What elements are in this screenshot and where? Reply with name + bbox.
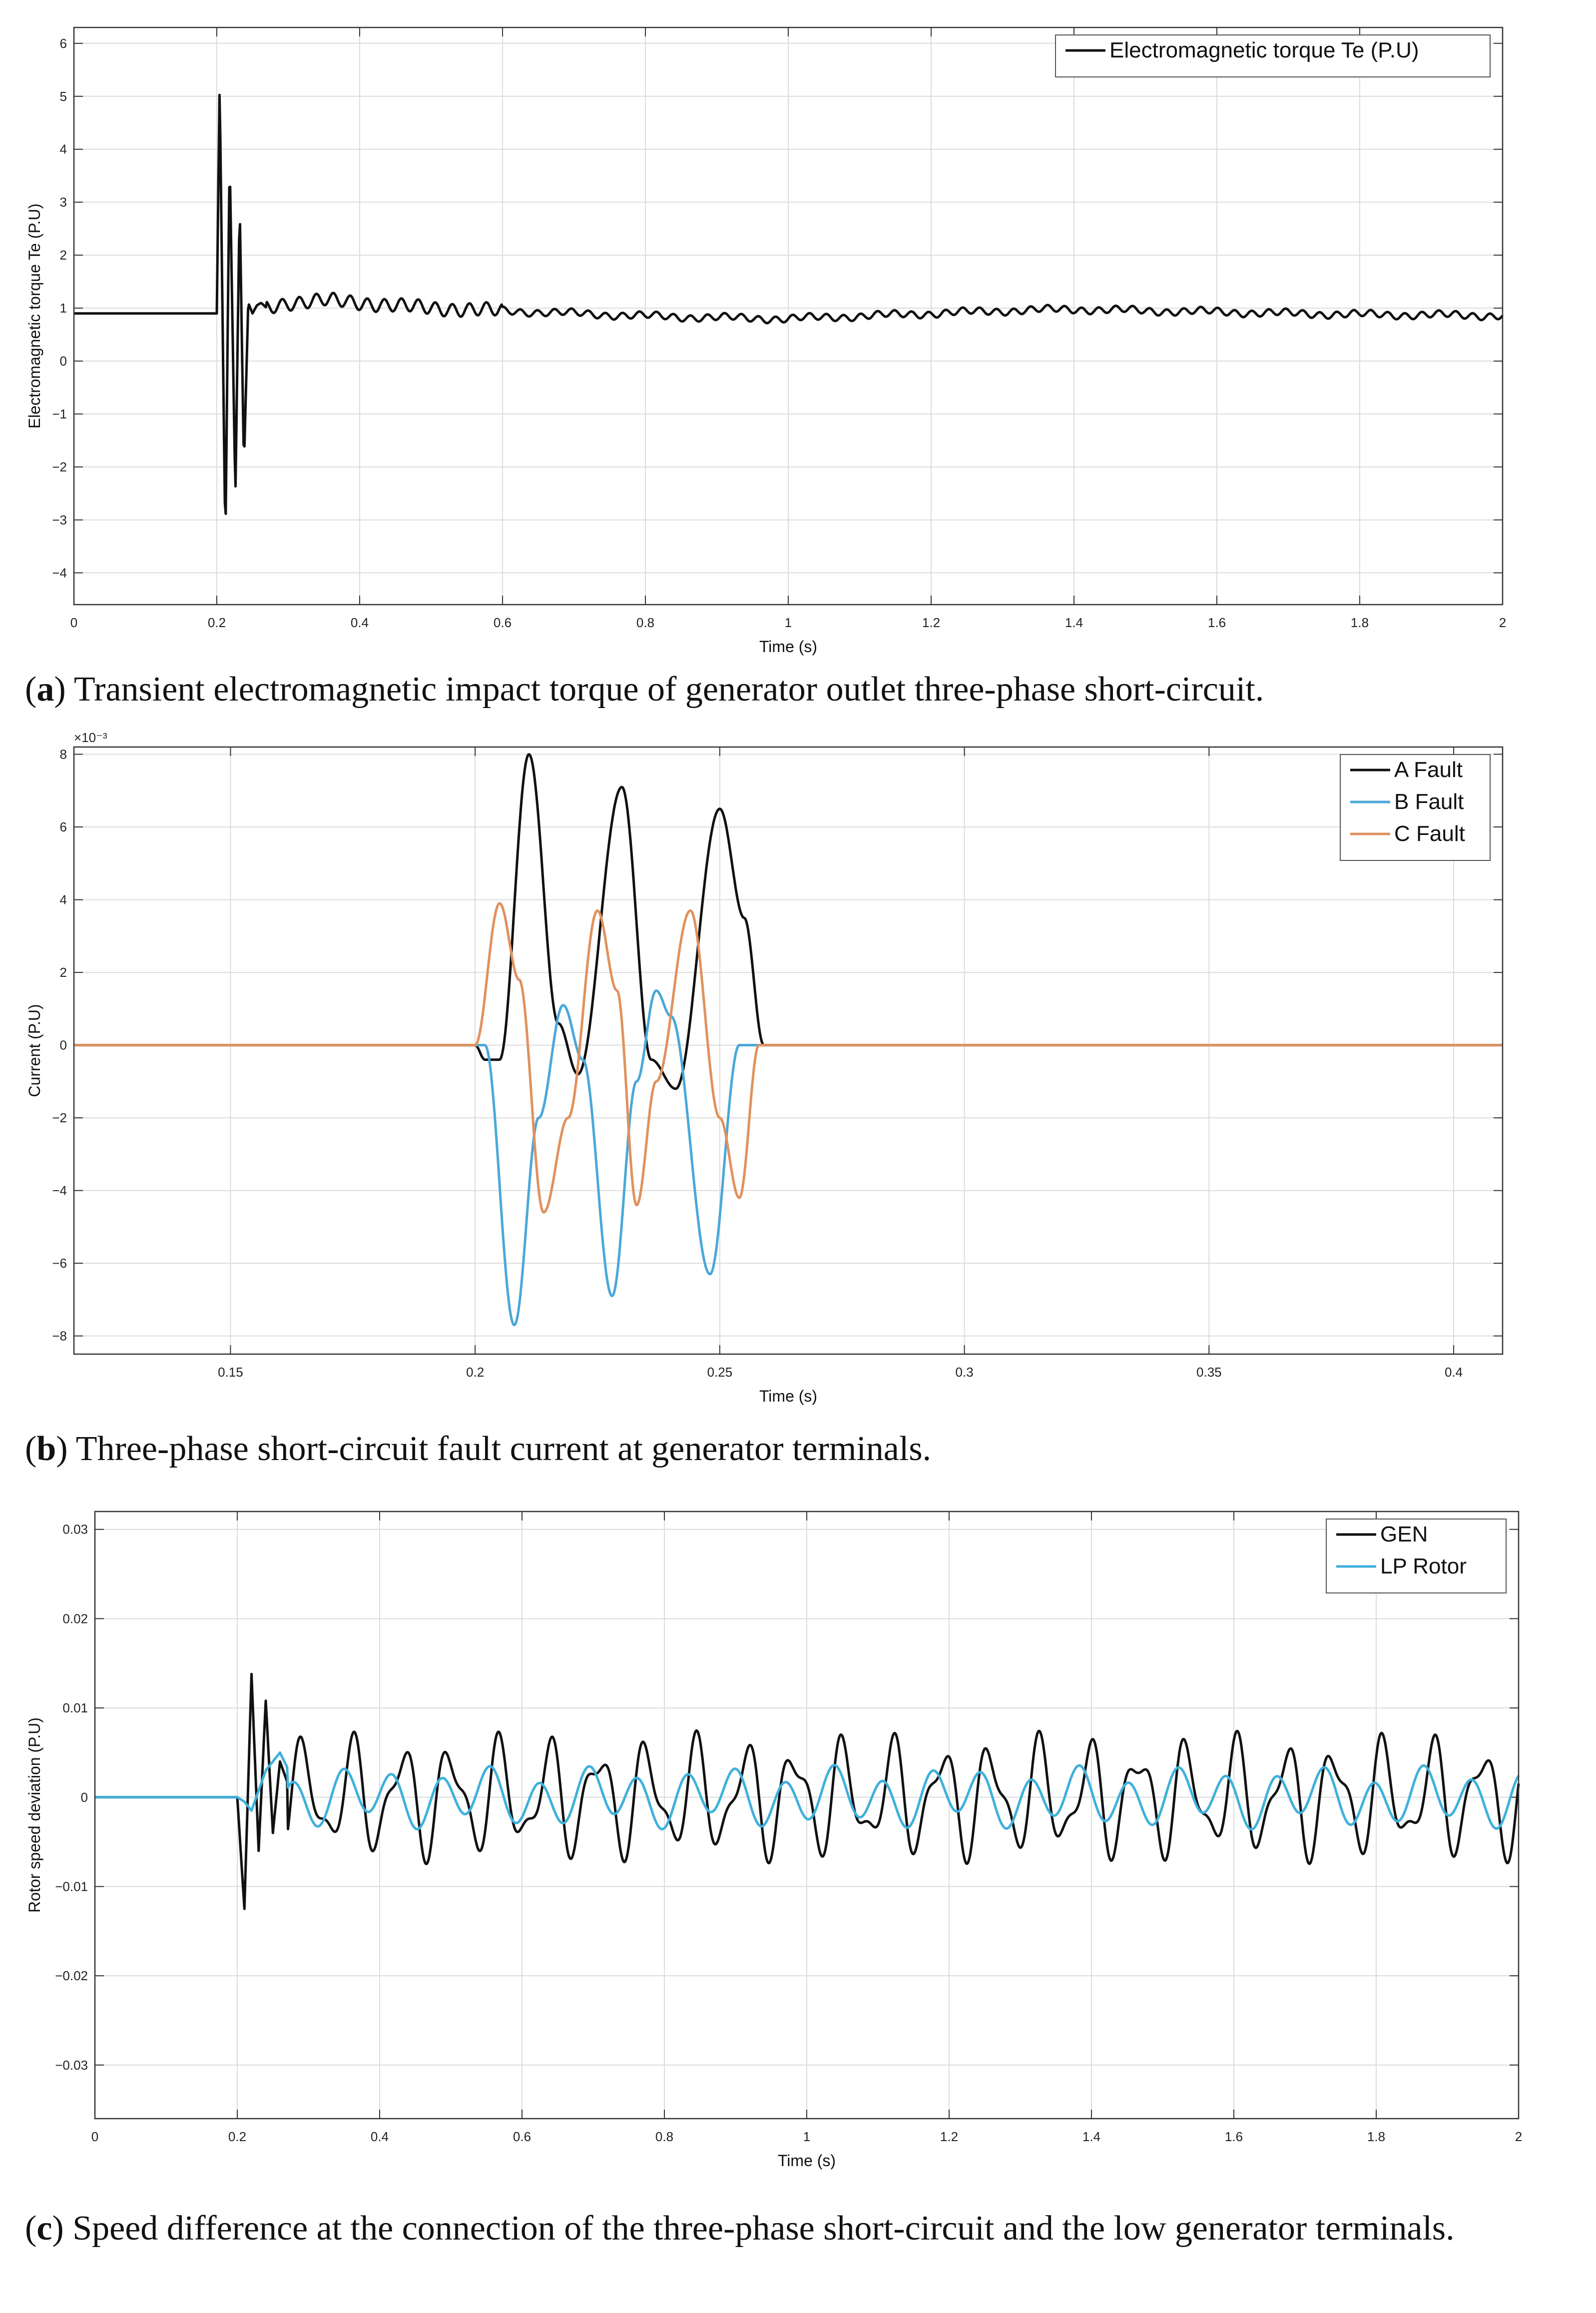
plot-area [74, 747, 1503, 1354]
y-tick-label: 5 [60, 89, 67, 104]
legend: Electromagnetic torque Te (P.U) [1055, 34, 1491, 77]
panel-c: 0 0.2 0.4 0.6 0.8 1 1.2 1.4 1.6 1.8 2 −0.03 −0.02 −0.… [0, 1484, 1596, 2313]
x-tick-label: 1.2 [940, 2129, 958, 2144]
caption-b: (b) Three-phase short-circuit fault curr… [25, 1430, 932, 1468]
legend-label: LP Rotor [1380, 1554, 1467, 1578]
x-tick-label: 0.2 [208, 615, 226, 630]
x-axis-label: Time (s) [778, 2152, 836, 2170]
y-tick-label: −2 [52, 1110, 67, 1125]
y-tick-label: −4 [52, 565, 67, 580]
x-tick-label: 1.4 [1082, 2129, 1100, 2144]
x-tick-label: 0.6 [494, 615, 512, 630]
y-tick-label: 0.02 [62, 1611, 88, 1626]
legend-box [1326, 1519, 1507, 1593]
y-tick-label: −1 [52, 407, 67, 422]
x-tick-label: 1 [803, 2129, 810, 2144]
caption-b-text: Three-phase short-circuit fault current … [67, 1430, 932, 1468]
y-tick-label: −2 [52, 459, 67, 474]
grid [94, 1512, 1519, 2119]
y-tick-label: 6 [60, 819, 67, 834]
panel-b: 0.15 0.2 0.25 0.3 0.35 0.4 −8 −6 −4 −2 0 2 4 6 8 Time (… [0, 720, 1596, 1489]
chart-a: 0 0.2 0.4 0.6 0.8 1 1.2 1.4 1.6 1.8 2 −4 −3 −2 −1 0 1 2 3 4… [25, 26, 1506, 656]
legend-label: C Fault [1394, 821, 1465, 846]
y-tick-label: 2 [60, 965, 67, 980]
y-tick-label: −8 [52, 1329, 67, 1344]
caption-a: (a) Transient electromagnetic impact tor… [25, 670, 1264, 709]
y-tick-label: 3 [60, 195, 67, 210]
legend-box [1340, 754, 1491, 861]
ticks: 0 0.2 0.4 0.6 0.8 1 1.2 1.4 1.6 1.8 2 −4 −3 −2 −1 0 1 2 3 4… [52, 27, 1506, 630]
x-axis-label: Time (s) [759, 1387, 817, 1405]
y-tick-label: 4 [60, 142, 67, 157]
x-tick-label: 0.4 [351, 615, 369, 630]
x-tick-label: 0.25 [707, 1365, 733, 1380]
x-tick-label: 0.4 [371, 2129, 389, 2144]
legend-box [1055, 34, 1491, 77]
exponent-label: ×10⁻³ [74, 730, 107, 745]
legend-label: B Fault [1394, 789, 1464, 814]
y-tick-label: −0.02 [55, 1968, 88, 1983]
panel-a: 0 0.2 0.4 0.6 0.8 1 1.2 1.4 1.6 1.8 2 −4 −3 −2 −1 0 1 2 3 4… [0, 0, 1596, 730]
y-tick-label: 0.03 [62, 1522, 88, 1537]
caption-c-text: Speed difference at the connection of th… [63, 2209, 1455, 2248]
x-tick-label: 1.8 [1351, 615, 1369, 630]
plot-frame [94, 1511, 1520, 2120]
x-tick-label: 1.2 [922, 615, 940, 630]
legend: GEN LP Rotor [1326, 1519, 1507, 1593]
y-tick-label: 8 [60, 747, 67, 762]
x-tick-label: 0 [70, 615, 77, 630]
y-tick-label: 0 [81, 1790, 88, 1805]
x-tick-label: 1.8 [1367, 2129, 1385, 2144]
y-axis-label: Rotor speed deviation (P.U) [25, 1717, 43, 1913]
y-tick-label: 0.01 [62, 1700, 88, 1715]
x-tick-label: 1.6 [1208, 615, 1226, 630]
y-tick-label: 0 [60, 1038, 67, 1053]
series-line-3 [73, 902, 1503, 1214]
x-tick-label: 0.8 [655, 2129, 673, 2144]
caption-c-letter: c [36, 2209, 52, 2248]
x-tick-label: 2 [1515, 2129, 1522, 2144]
chart-c: 0 0.2 0.4 0.6 0.8 1 1.2 1.4 1.6 1.8 2 −0.03 −0.02 −0.… [25, 1511, 1522, 2170]
legend: A Fault B Fault C Fault [1340, 754, 1491, 861]
y-tick-label: −0.01 [55, 1879, 88, 1894]
y-tick-label: −0.03 [55, 2058, 88, 2073]
y-tick-label: 2 [60, 248, 67, 263]
x-tick-label: 1 [785, 615, 792, 630]
caption-c: (c) Speed difference at the connection o… [25, 2209, 1455, 2248]
x-tick-label: 0.4 [1445, 1365, 1463, 1380]
series-line-2 [94, 1751, 1520, 1831]
x-tick-label: 0.3 [956, 1365, 974, 1380]
x-tick-label: 0 [91, 2129, 98, 2144]
x-axis-label: Time (s) [759, 638, 817, 656]
x-tick-label: 0.2 [466, 1365, 484, 1380]
x-tick-label: 0.2 [228, 2129, 246, 2144]
caption-a-letter: a [36, 670, 54, 709]
series-line-1 [73, 93, 1504, 515]
x-tick-label: 0.15 [218, 1365, 243, 1380]
y-tick-label: −6 [52, 1256, 67, 1271]
legend-label: Electromagnetic torque Te (P.U) [1109, 38, 1419, 62]
ticks: 0 0.2 0.4 0.6 0.8 1 1.2 1.4 1.6 1.8 2 −0.03 −0.02 −0.… [55, 1512, 1522, 2144]
x-tick-label: 0.6 [513, 2129, 531, 2144]
chart-b: 0.15 0.2 0.25 0.3 0.35 0.4 −8 −6 −4 −2 0 2 4 6 8 Time (… [25, 730, 1504, 1405]
y-tick-label: 0 [60, 354, 67, 369]
y-tick-label: −4 [52, 1183, 67, 1198]
x-tick-label: 1.4 [1065, 615, 1083, 630]
plot-frame [73, 746, 1504, 1355]
caption-a-text: Transient electromagnetic impact torque … [65, 670, 1264, 709]
x-tick-label: 0.35 [1196, 1365, 1222, 1380]
y-tick-label: 1 [60, 301, 67, 316]
legend-label: A Fault [1394, 758, 1463, 782]
y-tick-label: 6 [60, 36, 67, 51]
y-tick-label: −3 [52, 512, 67, 527]
x-tick-label: 1.6 [1225, 2129, 1243, 2144]
y-axis-label: Current (P.U) [25, 1004, 43, 1097]
plot-frame [73, 26, 1504, 606]
y-tick-label: 4 [60, 892, 67, 907]
caption-b-letter: b [36, 1430, 56, 1468]
legend-label: GEN [1380, 1522, 1428, 1546]
x-tick-label: 0.8 [636, 615, 654, 630]
x-tick-label: 2 [1499, 615, 1506, 630]
y-axis-label: Electromagnetic torque Te (P.U) [25, 203, 43, 429]
